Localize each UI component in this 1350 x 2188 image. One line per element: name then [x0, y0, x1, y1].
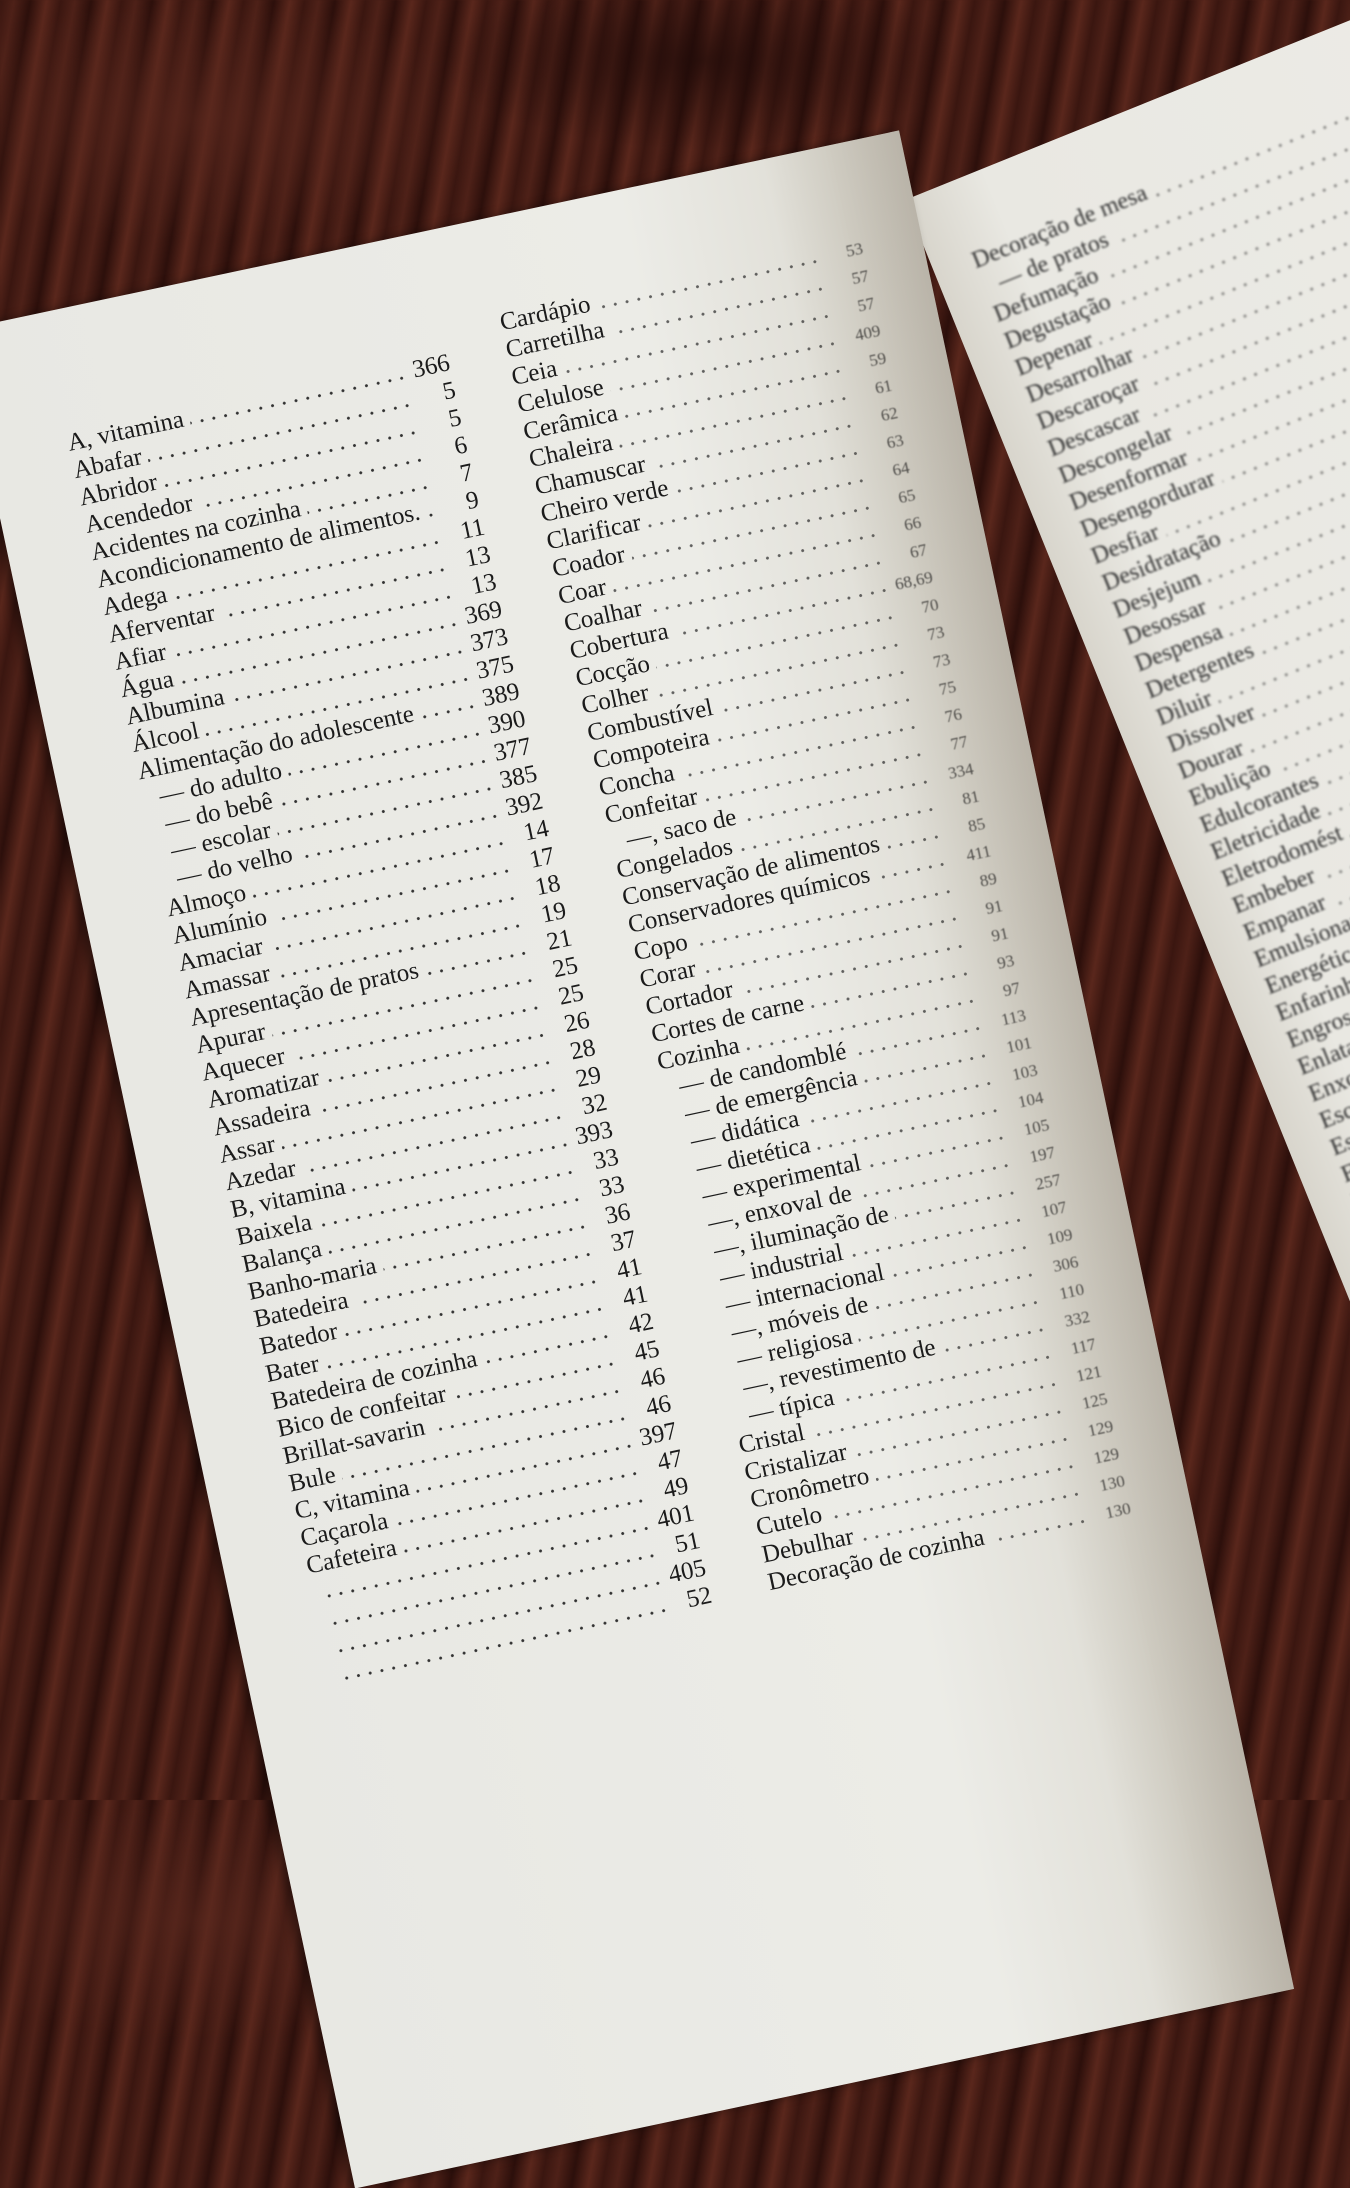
page-number: 130 [1103, 1498, 1133, 1523]
dot-leader [990, 1518, 1089, 1544]
dot-leader [426, 511, 438, 518]
